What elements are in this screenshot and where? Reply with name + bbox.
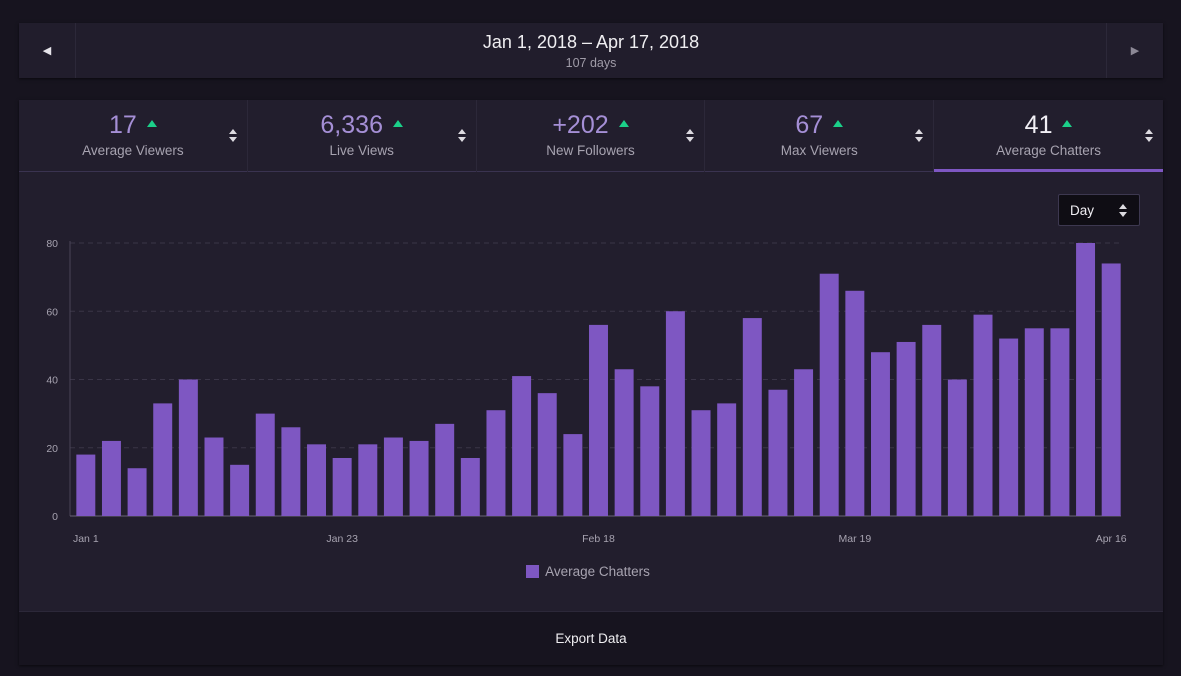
chart-bar — [819, 273, 839, 516]
chart-bar — [409, 440, 429, 516]
chart-bar — [794, 369, 814, 516]
granularity-select[interactable]: Day — [1058, 194, 1140, 226]
stats-tabs: 17 Average Viewers 6,336 Live Views +202… — [19, 100, 1163, 172]
y-tick-label: 0 — [52, 511, 58, 523]
trend-up-icon — [392, 120, 403, 127]
chart-bar — [742, 318, 762, 516]
stat-value: 67 — [795, 111, 824, 139]
chart-bar — [999, 338, 1019, 516]
x-tick-label: Mar 19 — [838, 533, 871, 545]
sort-icon[interactable] — [228, 129, 238, 143]
chart-bar — [947, 379, 967, 516]
chart-bar — [358, 444, 378, 516]
chart-bar — [845, 290, 865, 516]
granularity-value: Day — [1070, 203, 1095, 218]
chart-bar — [307, 444, 327, 516]
stat-label: Average Chatters — [996, 143, 1101, 158]
stat-tab-new-followers[interactable]: +202 New Followers — [477, 100, 706, 172]
stat-tab-live-views[interactable]: 6,336 Live Views — [248, 100, 477, 172]
chart-bar — [537, 393, 557, 516]
chart-bar — [486, 410, 506, 516]
date-range-display: Jan 1, 2018 – Apr 17, 2018 107 days — [76, 23, 1106, 78]
chart-bar — [870, 352, 890, 516]
legend-label: Average Chatters — [545, 564, 650, 579]
x-tick-label: Jan 1 — [73, 533, 99, 545]
date-range-bar: ◀ Jan 1, 2018 – Apr 17, 2018 107 days ▶ — [19, 23, 1163, 78]
chart-bar — [1076, 243, 1096, 516]
previous-range-button[interactable]: ◀ — [19, 23, 76, 78]
date-range-text: Jan 1, 2018 – Apr 17, 2018 — [482, 32, 700, 52]
y-tick-label: 20 — [46, 443, 58, 455]
chart-bar — [691, 410, 711, 516]
chart-bar — [204, 437, 224, 516]
chart-bar — [1101, 263, 1121, 516]
stat-label: New Followers — [546, 143, 635, 158]
stat-value: 41 — [1024, 111, 1053, 139]
next-range-button[interactable]: ▶ — [1106, 23, 1163, 78]
x-tick-label: Feb 18 — [582, 533, 615, 545]
chart-bar — [640, 386, 660, 516]
y-tick-label: 60 — [46, 306, 58, 318]
trend-up-icon — [1062, 120, 1073, 127]
stat-label: Max Viewers — [780, 143, 858, 158]
chart-bar — [76, 454, 96, 516]
chart-bar — [153, 403, 173, 516]
chart-bar — [281, 427, 301, 516]
chart-bar — [589, 324, 608, 516]
x-tick-label: Jan 23 — [326, 533, 358, 545]
stat-label: Average Viewers — [82, 143, 184, 158]
chart-bar — [255, 413, 275, 516]
x-tick-label: Apr 16 — [1096, 533, 1127, 545]
export-data-button[interactable]: Export Data — [555, 631, 627, 646]
trend-up-icon — [833, 120, 844, 127]
chart-bar — [922, 324, 942, 516]
chart-bar — [1050, 328, 1070, 516]
chart-bar — [435, 423, 455, 516]
triangle-right-icon: ▶ — [1130, 45, 1140, 57]
sort-icon[interactable] — [914, 129, 924, 143]
chart-bar — [127, 468, 147, 516]
sort-icon[interactable] — [1144, 129, 1154, 143]
chart-bar — [101, 440, 121, 516]
select-arrows-icon — [1118, 204, 1128, 218]
bar-chart: 0 20 40 60 80 Jan 1 Jan 23 Feb 18 Mar 19 Apr 16 — [46, 238, 1127, 545]
chart-bar — [768, 389, 788, 516]
chart-bar — [563, 434, 583, 516]
triangle-left-icon: ◀ — [42, 45, 52, 57]
chart-bar — [665, 311, 685, 516]
chart-bar — [512, 376, 532, 516]
stat-tab-average-viewers[interactable]: 17 Average Viewers — [19, 100, 248, 172]
y-tick-label: 80 — [46, 238, 58, 250]
stat-tab-max-viewers[interactable]: 67 Max Viewers — [705, 100, 935, 172]
stats-panel: 17 Average Viewers 6,336 Live Views +202… — [19, 100, 1163, 665]
trend-up-icon — [146, 120, 157, 127]
chart-bar — [383, 437, 403, 516]
chart-bar — [460, 457, 480, 516]
stat-tab-average-chatters[interactable]: 41 Average Chatters — [934, 100, 1163, 172]
trend-up-icon — [618, 120, 629, 127]
chart-bar — [973, 314, 993, 516]
chart-legend: Average Chatters — [19, 564, 1163, 579]
chart-bar — [896, 341, 916, 516]
stat-value: +202 — [552, 111, 609, 139]
chart-bar — [717, 403, 737, 516]
footer-bar: Export Data — [19, 611, 1163, 665]
stat-label: Live Views — [329, 143, 394, 158]
chart-bar — [332, 457, 352, 516]
chart-bar — [1024, 328, 1044, 516]
stat-value: 17 — [108, 111, 137, 139]
sort-icon[interactable] — [685, 129, 695, 143]
date-range-days: 107 days — [565, 56, 617, 70]
chart-bar — [178, 379, 198, 516]
legend-swatch — [526, 565, 540, 578]
chart-bar — [614, 369, 634, 516]
stat-value: 6,336 — [320, 111, 383, 139]
y-tick-label: 40 — [46, 375, 58, 387]
chart-bar — [230, 464, 250, 516]
chart-area: 0 20 40 60 80 Jan 1 Jan 23 Feb 18 Mar 19 Apr 16 D… — [19, 172, 1163, 611]
sort-icon[interactable] — [457, 129, 467, 143]
